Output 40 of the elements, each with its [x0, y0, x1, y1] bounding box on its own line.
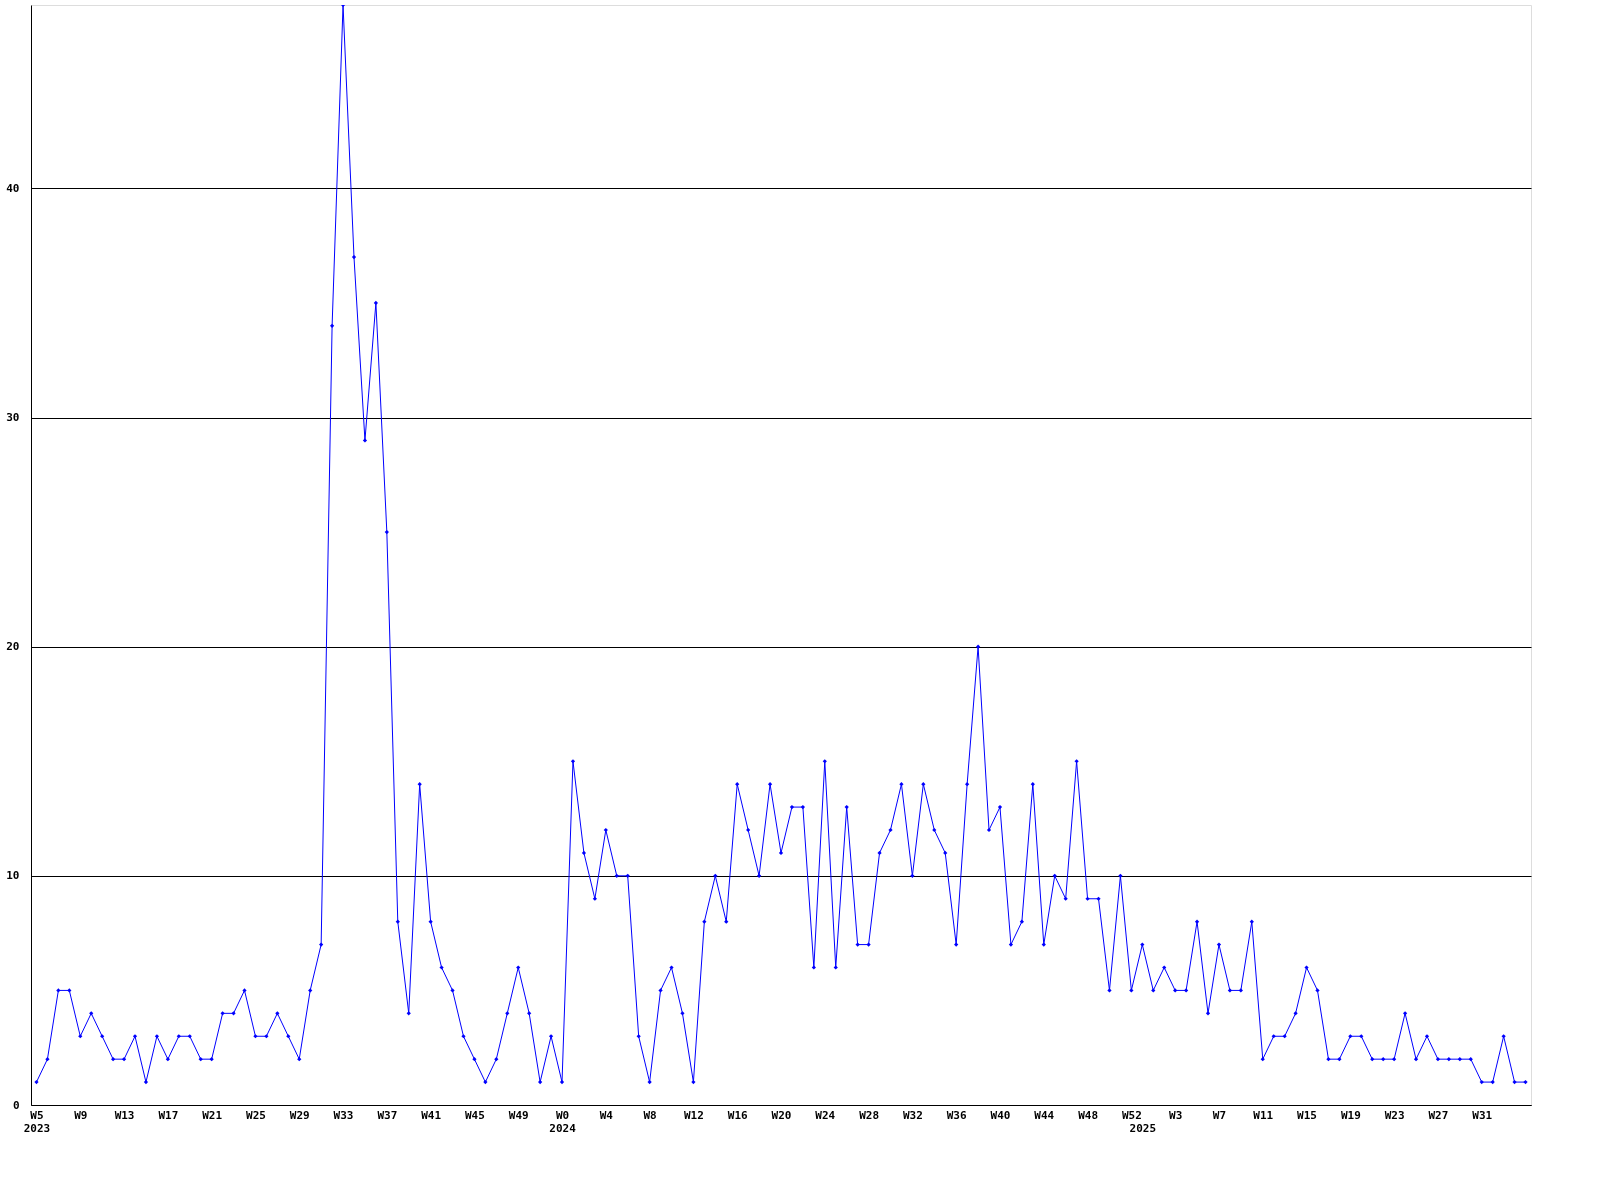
x-tick-label: 2025 — [1129, 1121, 1157, 1135]
x-tick-label: W12 — [683, 1108, 704, 1122]
x-tick-label: W5 2023 — [23, 1108, 51, 1135]
x-tick-label: W27 — [1428, 1108, 1449, 1122]
x-tick-label: W0 2024 — [549, 1108, 577, 1135]
x-tick-label: W45 — [464, 1108, 485, 1122]
x-tick-label: W13 — [114, 1108, 135, 1122]
x-tick-label: W7 — [1212, 1108, 1227, 1122]
x-tick-label: W8 — [643, 1108, 657, 1122]
x-tick-label: W17 — [158, 1108, 179, 1122]
y-tick-label: 20 — [6, 640, 20, 654]
x-tick-label: W3 — [1169, 1108, 1183, 1122]
x-tick-label: W36 — [946, 1108, 967, 1122]
x-tick-label: W44 — [1034, 1108, 1055, 1122]
y-tick-label: 30 — [6, 411, 20, 424]
x-tick-label: W24 — [815, 1108, 836, 1122]
x-tick-label: W31 — [1472, 1108, 1493, 1122]
x-tick-label: W21 — [202, 1108, 223, 1122]
x-tick-label: W11 — [1253, 1108, 1274, 1122]
x-tick-label: W20 — [771, 1108, 792, 1122]
x-tick-label: W28 — [859, 1108, 880, 1122]
x-tick-label: W52 — [1121, 1108, 1142, 1122]
x-tick-label: W23 — [1384, 1108, 1405, 1122]
x-tick-label: W37 — [377, 1108, 398, 1122]
x-tick-label: W16 — [727, 1108, 749, 1122]
x-tick-label: W33 — [333, 1108, 354, 1122]
y-tick-label: 40 — [6, 181, 20, 195]
x-tick-label: W32 — [902, 1108, 923, 1122]
x-tick-label: W48 — [1078, 1108, 1099, 1122]
x-tick-label: W9 — [74, 1108, 88, 1122]
x-tick-label: W15 — [1297, 1108, 1317, 1122]
x-tick-label: W41 — [421, 1108, 442, 1122]
x-tick-label: W40 — [990, 1108, 1011, 1122]
x-tick-label: W25 — [246, 1108, 266, 1122]
x-tick-label: W4 — [599, 1108, 614, 1122]
x-tick-label: W29 — [289, 1108, 310, 1122]
x-tick-label: W49 — [508, 1108, 529, 1122]
x-tick-label: W19 — [1340, 1108, 1361, 1122]
y-tick-label: 0 — [12, 1098, 20, 1112]
y-tick-label: 10 — [6, 869, 20, 883]
